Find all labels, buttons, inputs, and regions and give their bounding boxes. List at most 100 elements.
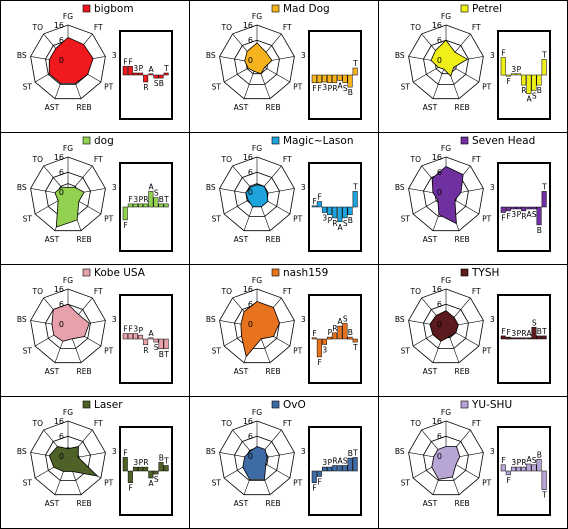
legend-label: Laser — [94, 399, 123, 411]
radar-ring — [45, 303, 91, 349]
bar — [342, 74, 348, 84]
radar-axis-label: PT — [104, 347, 114, 356]
bar — [158, 462, 164, 472]
radar-axis-label: ST — [212, 347, 222, 356]
bar-label: R — [332, 84, 337, 93]
radar-ring — [423, 39, 469, 85]
radar-axis-label: FT — [94, 287, 103, 296]
legend-swatch — [82, 4, 91, 13]
bar-label: P — [139, 458, 144, 467]
legend-label: Kobe USA — [94, 267, 146, 279]
radar-axis-label: FG — [252, 276, 262, 285]
bar — [143, 338, 149, 346]
radar-tick-label: 16 — [243, 285, 253, 294]
bar — [163, 338, 169, 350]
radar-axis-label: 3 — [112, 183, 117, 192]
bar-label: F — [318, 358, 322, 367]
bar — [332, 332, 338, 340]
bar-label: B — [159, 350, 164, 359]
radar-axis-label: BS — [17, 183, 27, 192]
bar — [327, 466, 333, 472]
bar — [531, 327, 537, 340]
radar-chart: 16 6 0 FG FT 3 PT REB AST ST BS TO — [17, 144, 117, 244]
bar — [122, 66, 128, 76]
radar-axis-label: PT — [293, 347, 303, 356]
radar-tick-label: 16 — [54, 21, 64, 30]
bar-label: S — [154, 79, 159, 88]
radar-axis-label: FG — [63, 144, 73, 153]
bar-label: P — [328, 458, 333, 467]
radar-axis-label: FT — [283, 419, 292, 428]
bar-label: A — [338, 317, 344, 326]
bar — [510, 73, 516, 76]
bar-label: A — [338, 81, 344, 90]
bar-label: F — [501, 48, 505, 57]
bar-label: T — [541, 491, 547, 500]
bar — [311, 205, 317, 208]
legend-swatch — [271, 136, 280, 145]
bar — [321, 338, 327, 345]
bar — [500, 464, 506, 472]
radar-axis-label: BS — [206, 51, 216, 60]
bar — [505, 336, 511, 340]
radar-axis-label: 3 — [301, 447, 306, 456]
bar-label: R — [521, 212, 526, 221]
bar-label: F — [312, 329, 316, 338]
bar-label: S — [532, 210, 537, 219]
bar-label: 3 — [133, 64, 138, 73]
bar-label: 3 — [133, 325, 138, 334]
radar-axis-label: AST — [45, 235, 60, 244]
radar-axis-label: FG — [63, 408, 73, 417]
radar-axis-label: BS — [395, 447, 405, 456]
legend-swatch — [460, 136, 469, 145]
radar-axis-label: 3 — [112, 447, 117, 456]
bar-label: F — [318, 193, 322, 202]
radar-axis-label: ST — [401, 215, 411, 224]
radar-series — [48, 37, 94, 84]
radar-axis-label: ST — [212, 215, 222, 224]
radar-axis-label: BS — [206, 447, 216, 456]
radar-tick-label: 16 — [432, 417, 442, 426]
radar-tick-label: 0 — [437, 56, 442, 65]
radar-tick-label: 16 — [243, 21, 253, 30]
bar — [122, 206, 128, 221]
radar-axis-label: 3 — [301, 51, 306, 60]
radar-axis-label: FG — [252, 12, 262, 21]
radar-axis-label: ST — [212, 83, 222, 92]
bar-label: F — [129, 57, 133, 66]
bar-label: A — [149, 329, 155, 338]
bar — [347, 336, 353, 340]
radar-axis-label: PT — [482, 479, 492, 488]
bar — [127, 470, 133, 483]
bar-label: B — [348, 328, 353, 337]
legend-swatch — [82, 268, 91, 277]
bar-label: F — [129, 195, 133, 204]
bar — [327, 206, 333, 216]
bar — [148, 73, 154, 76]
bar — [337, 465, 343, 472]
radar-ring — [219, 24, 295, 100]
bar — [541, 59, 547, 76]
bar-label: F — [507, 328, 511, 337]
radar-axis-label: PT — [104, 83, 114, 92]
bar-label: 3 — [511, 210, 516, 219]
radar-axis-label: REB — [77, 499, 92, 508]
radar-axis-label: TO — [221, 419, 233, 428]
radar-chart: 16 6 0 FG FT 3 PT REB AST ST BS TO — [17, 276, 117, 376]
radar-axis-label: FG — [63, 12, 73, 21]
bar — [132, 466, 138, 472]
bar — [127, 66, 133, 76]
bar-label: F — [129, 325, 133, 334]
radar-tick-label: 0 — [248, 452, 253, 461]
radar-axis-label: FG — [441, 276, 451, 285]
bar — [342, 465, 348, 472]
bar-label: R — [332, 219, 337, 228]
